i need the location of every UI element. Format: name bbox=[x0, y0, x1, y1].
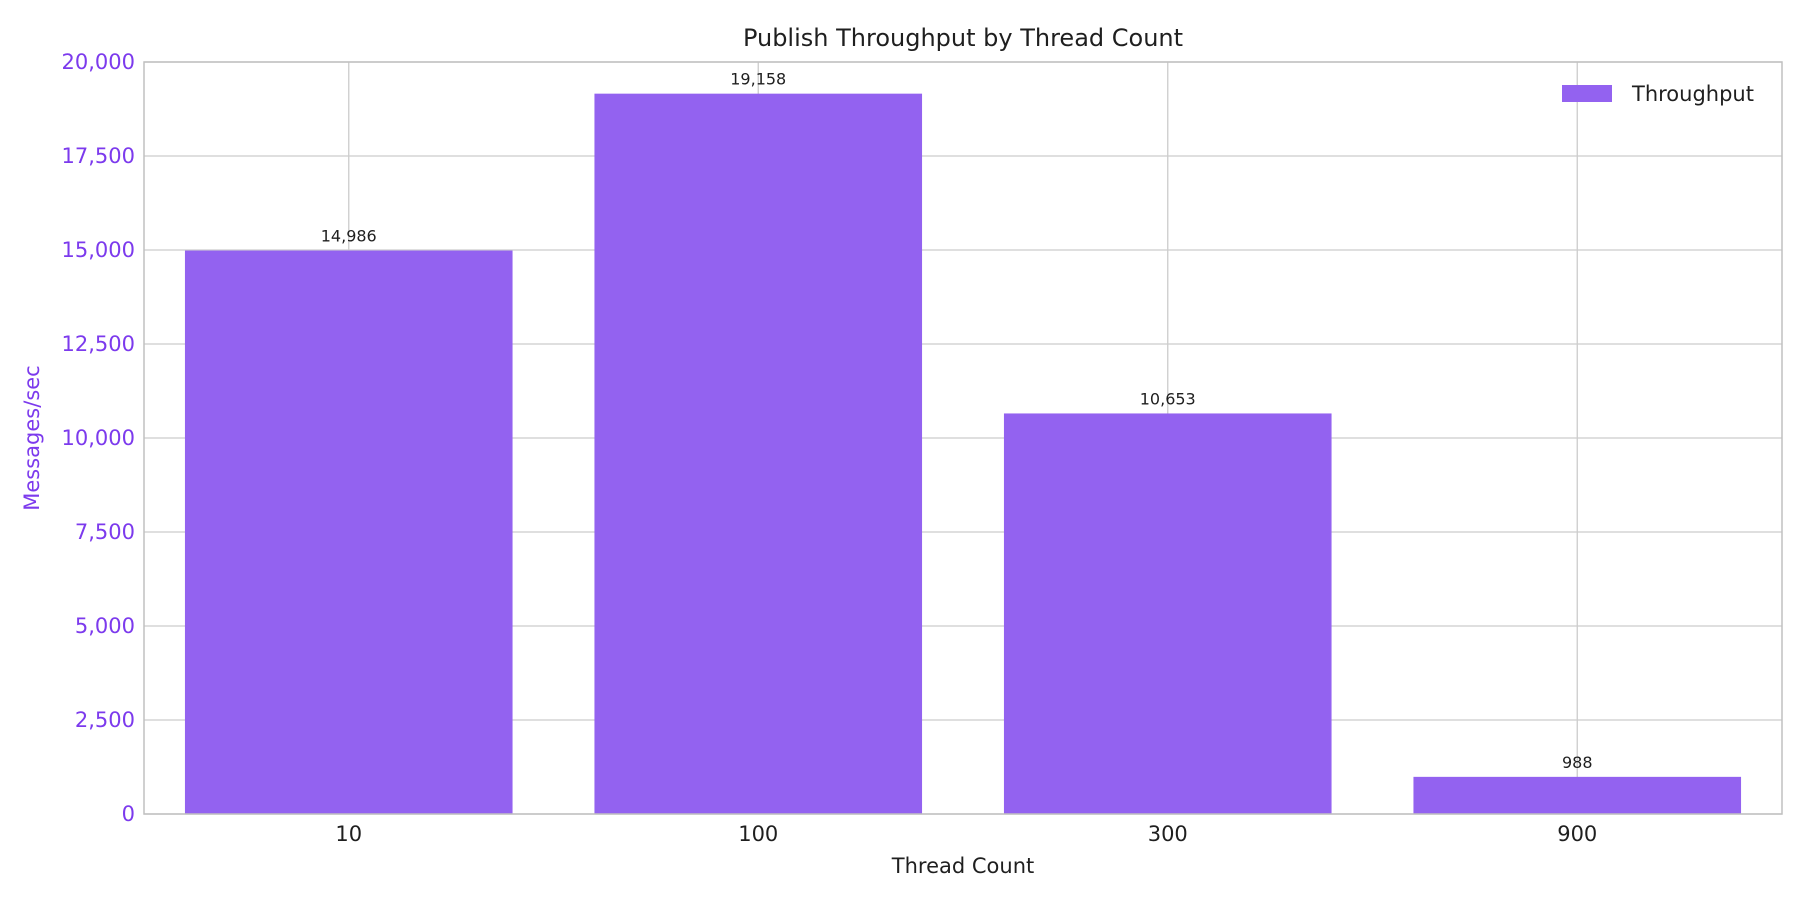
data-label: 14,986 bbox=[321, 227, 377, 246]
data-label: 988 bbox=[1562, 753, 1593, 772]
x-axis-label: Thread Count bbox=[891, 854, 1034, 878]
y-tick-label: 5,000 bbox=[75, 614, 135, 638]
y-tick-label: 0 bbox=[122, 802, 135, 826]
bar-300 bbox=[1003, 413, 1332, 814]
y-tick-label: 10,000 bbox=[62, 426, 135, 450]
x-tick-label: 900 bbox=[1557, 822, 1597, 846]
y-tick-label: 20,000 bbox=[62, 50, 135, 74]
y-tick-label: 2,500 bbox=[75, 708, 135, 732]
bar-100 bbox=[594, 93, 923, 815]
x-tick-label: 300 bbox=[1148, 822, 1188, 846]
data-label: 10,653 bbox=[1140, 389, 1196, 408]
bar-900 bbox=[1413, 776, 1742, 814]
legend-swatch-throughput bbox=[1562, 85, 1612, 102]
legend-label-throughput: Throughput bbox=[1631, 82, 1754, 106]
legend: Throughput bbox=[1562, 82, 1754, 106]
x-axis-ticks: 10 100 300 900 bbox=[335, 822, 1597, 846]
y-axis-ticks: 0 2,500 5,000 7,500 10,000 12,500 15,000 17,500… bbox=[62, 50, 135, 826]
data-label: 19,158 bbox=[730, 70, 786, 89]
data-labels: 14,986 19,158 10,653 988 bbox=[321, 70, 1593, 772]
y-tick-label: 12,500 bbox=[62, 332, 135, 356]
x-tick-label: 10 bbox=[335, 822, 362, 846]
chart-title: Publish Throughput by Thread Count bbox=[743, 24, 1183, 52]
plot-frame-border bbox=[143, 61, 1783, 815]
y-tick-label: 17,500 bbox=[62, 144, 135, 168]
x-tick-label: 100 bbox=[738, 822, 778, 846]
bar-10 bbox=[184, 250, 513, 815]
y-axis-label: Messages/sec bbox=[20, 365, 44, 510]
bars bbox=[184, 93, 1742, 815]
plot-frame bbox=[143, 61, 1783, 815]
y-tick-label: 15,000 bbox=[62, 238, 135, 262]
y-tick-label: 7,500 bbox=[75, 520, 135, 544]
